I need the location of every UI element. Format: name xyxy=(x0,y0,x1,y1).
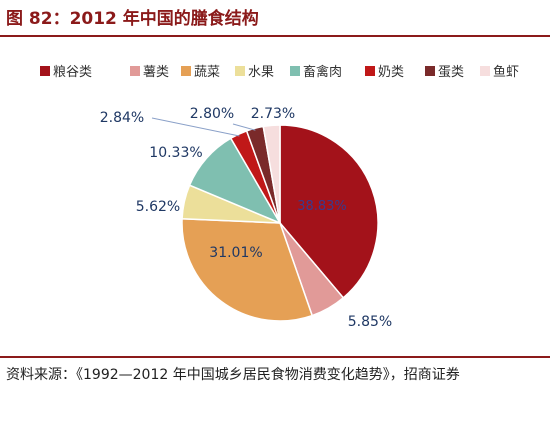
leader-line xyxy=(232,123,256,131)
legend-label: 薯类 xyxy=(143,65,169,80)
legend-item: 鱼虾 xyxy=(480,64,519,80)
data-label: 5.85% xyxy=(348,314,392,330)
legend-item: 畜禽肉 xyxy=(290,64,342,80)
data-label: 31.01% xyxy=(209,245,262,261)
legend-label: 水果 xyxy=(248,65,274,80)
legend-item: 蔬菜 xyxy=(181,65,220,80)
legend-swatch xyxy=(181,66,191,76)
data-label: 38.83% xyxy=(297,199,347,214)
data-label: 2.80% xyxy=(190,106,234,122)
source-note: 资料来源：《1992—2012 年中国城乡居民食物消费变化趋势》，招商证券 xyxy=(6,367,460,383)
legend-item: 薯类 xyxy=(130,65,169,80)
legend-swatch xyxy=(130,66,140,76)
legend-swatch xyxy=(425,66,435,76)
legend-label: 奶类 xyxy=(378,65,404,80)
pie-slice xyxy=(262,124,281,224)
data-label: 5.62% xyxy=(136,199,180,215)
title-divider xyxy=(0,35,550,37)
legend-swatch xyxy=(290,66,300,76)
legend-item: 粮谷类 xyxy=(40,65,92,80)
chart-title: 图 82：2012 年中国的膳食结构 xyxy=(6,9,259,29)
pie-chart: 粮谷类 薯类 蔬菜 水果 畜禽肉 奶类 蛋类 鱼虾 38.83% 5.85% 31.01% 5.62%… xyxy=(40,64,519,330)
legend-item: 奶类 xyxy=(365,65,404,80)
legend-swatch xyxy=(480,66,490,76)
legend-label: 蔬菜 xyxy=(194,65,220,80)
legend-label: 蛋类 xyxy=(438,65,464,80)
leader-line xyxy=(151,117,240,137)
pie-slice xyxy=(181,218,314,322)
data-label: 10.33% xyxy=(149,145,202,161)
legend-item: 蛋类 xyxy=(425,65,464,80)
legend-label: 鱼虾 xyxy=(493,64,519,80)
legend-label: 畜禽肉 xyxy=(303,64,342,80)
data-label: 2.73% xyxy=(251,106,295,122)
source-divider xyxy=(0,356,550,358)
data-label: 2.84% xyxy=(100,110,144,126)
legend-swatch xyxy=(235,66,245,76)
legend-swatch xyxy=(365,66,375,76)
legend-item: 水果 xyxy=(235,65,274,80)
pie-slice xyxy=(279,124,379,299)
legend-swatch xyxy=(40,66,50,76)
legend-label: 粮谷类 xyxy=(53,65,92,80)
